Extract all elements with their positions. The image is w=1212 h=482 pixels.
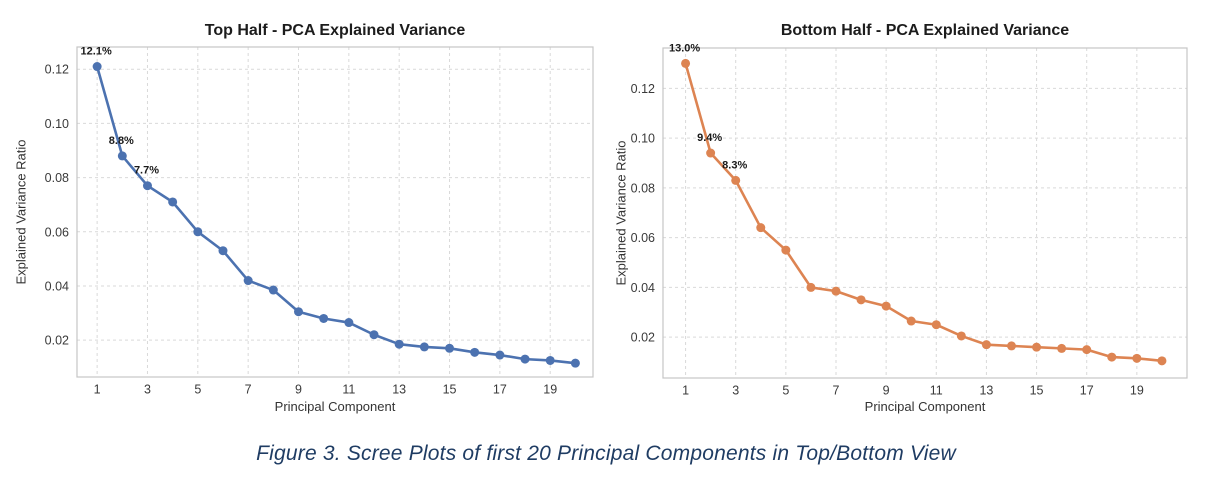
x-tick-label: 1 — [94, 383, 101, 397]
y-tick-label: 0.10 — [45, 117, 69, 131]
data-point — [1157, 356, 1167, 366]
y-tick-label: 0.06 — [631, 231, 655, 245]
data-point — [570, 358, 580, 368]
data-line — [95, 65, 577, 365]
x-tick-label: 19 — [543, 383, 557, 397]
data-point — [470, 347, 480, 357]
data-point — [681, 58, 691, 68]
x-tick-label: 11 — [930, 384, 943, 398]
data-point — [1006, 341, 1016, 351]
y-tick-label: 0.02 — [45, 334, 69, 348]
x-tick-label: 3 — [732, 384, 739, 398]
data-point — [294, 307, 304, 317]
data-point — [369, 330, 379, 340]
data-point — [1107, 352, 1117, 362]
x-tick-label: 3 — [144, 383, 151, 397]
data-point — [806, 282, 816, 292]
x-tick-label: 7 — [245, 383, 252, 397]
data-point — [319, 313, 329, 323]
plot-border — [76, 46, 594, 378]
chart-panel-bottom-half: 13.0% 9.4% 8.3% 1 3 5 7 9 11 13 15 17 19 0.02 0.04 0.06… — [606, 0, 1212, 432]
data-point — [520, 354, 530, 364]
data-point — [931, 320, 941, 330]
x-tick-label: 7 — [833, 384, 840, 398]
figure-caption: Figure 3. Scree Plots of first 20 Princi… — [256, 442, 956, 465]
y-tick-label: 0.04 — [45, 279, 69, 293]
point-annotation: 9.4% — [697, 132, 722, 144]
point-annotation: 13.0% — [669, 42, 700, 54]
data-point — [117, 151, 127, 161]
data-point — [856, 295, 866, 305]
data-point — [142, 181, 152, 191]
data-point — [218, 246, 228, 256]
plot-border — [662, 47, 1188, 379]
data-point — [881, 301, 891, 311]
x-axis-label: Principal Component — [864, 399, 986, 414]
data-point — [1057, 343, 1067, 353]
data-point — [545, 355, 555, 365]
data-point — [756, 223, 766, 233]
y-tick-label: 0.08 — [631, 181, 655, 195]
data-point — [243, 276, 253, 286]
x-tick-label: 9 — [295, 383, 302, 397]
x-tick-label: 13 — [392, 383, 406, 397]
x-tick-label: 9 — [883, 384, 890, 398]
y-tick-label: 0.06 — [45, 225, 69, 239]
data-point — [906, 316, 916, 326]
x-tick-label: 19 — [1130, 384, 1144, 398]
y-tick-label: 0.10 — [631, 132, 655, 146]
point-annotation: 8.8% — [109, 135, 134, 147]
x-tick-label: 5 — [782, 384, 789, 398]
scree-plot-top-half: 12.1%8.8%7.7%1 3 5 7 9 11 13 15 17 190.020.040.06… — [45, 46, 594, 397]
data-point — [1032, 342, 1042, 352]
chart-title-top-half: Top Half - PCA Explained Variance — [204, 22, 466, 39]
data-point — [344, 318, 354, 328]
data-point — [92, 62, 102, 72]
x-tick-label: 15 — [443, 383, 457, 397]
data-point — [781, 245, 791, 255]
data-point — [706, 148, 716, 158]
data-point — [731, 175, 741, 185]
y-tick-label: 0.02 — [631, 331, 655, 345]
data-point — [394, 339, 404, 349]
y-tick-label: 0.12 — [45, 63, 69, 77]
point-annotation: 7.7% — [134, 165, 159, 177]
data-point — [168, 197, 178, 207]
data-point — [1132, 353, 1142, 363]
data-line — [684, 62, 1164, 363]
x-axis-label: Principal Component — [274, 399, 396, 414]
data-point — [495, 350, 505, 360]
y-axis-label: Explained Variance Ratio — [613, 140, 629, 286]
data-point — [419, 342, 429, 352]
y-axis-label: Explained Variance Ratio — [13, 139, 29, 285]
y-tick-label: 0.04 — [631, 281, 655, 295]
chart-panel-top-half: 12.1% 8.8% 7.7% 1 3 5 7 9 11 13 15 17 19 0.02 0.04 0.06… — [0, 0, 606, 432]
x-tick-label: 15 — [1030, 384, 1044, 398]
data-point — [445, 343, 455, 353]
x-tick-label: 13 — [979, 384, 993, 398]
data-point — [1082, 345, 1092, 355]
point-annotation: 8.3% — [722, 159, 747, 171]
data-point — [268, 285, 278, 295]
x-tick-label: 17 — [493, 383, 507, 397]
x-tick-label: 5 — [194, 383, 201, 397]
point-annotation: 12.1% — [81, 46, 112, 58]
data-point — [981, 340, 991, 350]
chart-title-bottom-half: Bottom Half - PCA Explained Variance — [780, 22, 1070, 39]
data-point — [193, 227, 203, 237]
data-point — [831, 286, 841, 296]
y-tick-label: 0.12 — [631, 82, 655, 96]
data-point — [956, 331, 966, 341]
x-tick-label: 1 — [682, 384, 689, 398]
y-tick-label: 0.08 — [45, 171, 69, 185]
x-tick-label: 17 — [1080, 384, 1094, 398]
x-tick-label: 11 — [342, 383, 355, 397]
scree-plot-bottom-half: 13.0%9.4%8.3%1 3 5 7 9 11 13 15 17 190.020.040.06… — [631, 42, 1188, 398]
